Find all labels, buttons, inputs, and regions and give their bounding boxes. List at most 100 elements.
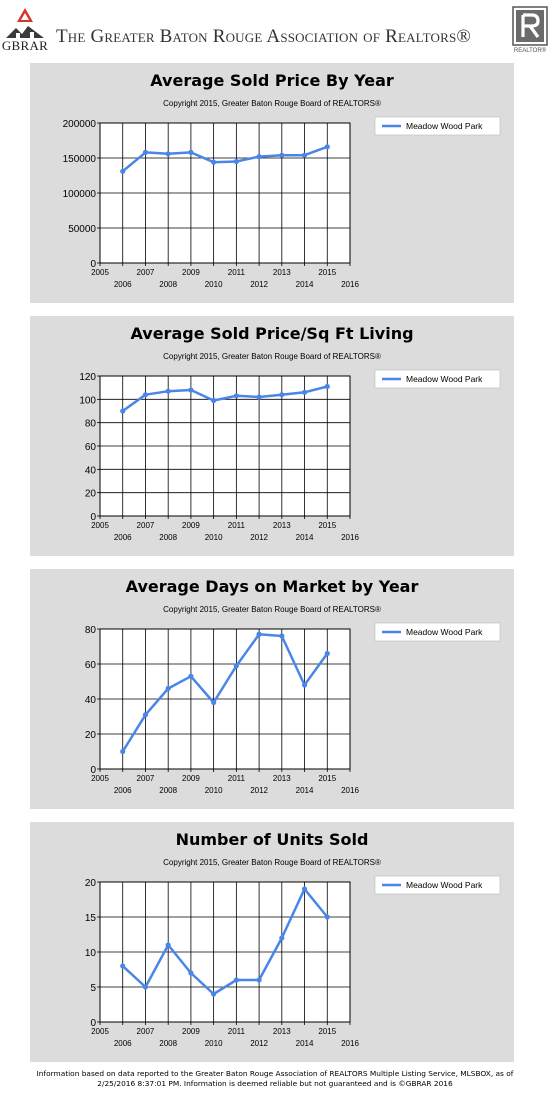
x-tick-label: 2015 bbox=[318, 268, 336, 277]
x-tick-label: 2012 bbox=[250, 533, 268, 542]
data-point bbox=[120, 963, 126, 969]
x-tick-label: 2006 bbox=[114, 786, 132, 795]
legend-label: Meadow Wood Park bbox=[406, 880, 483, 890]
x-tick-label: 2014 bbox=[296, 533, 314, 542]
data-point bbox=[256, 631, 262, 637]
x-tick-label: 2013 bbox=[273, 774, 291, 783]
y-tick-label: 120 bbox=[79, 372, 96, 383]
data-point bbox=[256, 977, 262, 983]
x-tick-label: 2007 bbox=[137, 774, 155, 783]
legend-label: Meadow Wood Park bbox=[406, 121, 483, 131]
series-line bbox=[121, 633, 329, 753]
chart-title: Average Sold Price/Sq Ft Living bbox=[130, 324, 413, 343]
data-point bbox=[211, 991, 217, 997]
data-point bbox=[188, 387, 194, 393]
data-point bbox=[120, 168, 126, 174]
data-point bbox=[233, 663, 239, 669]
y-tick-label: 20 bbox=[85, 878, 97, 889]
data-point bbox=[211, 397, 217, 404]
x-tick-label: 2006 bbox=[114, 533, 132, 542]
data-point bbox=[142, 149, 149, 155]
chart-subtitle: Copyright 2015, Greater Baton Rouge Boar… bbox=[163, 352, 381, 361]
x-tick-label: 2012 bbox=[250, 280, 268, 289]
y-tick-label: 0 bbox=[90, 259, 96, 270]
data-point bbox=[120, 748, 126, 755]
x-tick-label: 2007 bbox=[137, 521, 155, 530]
x-tick-label: 2010 bbox=[205, 1039, 223, 1048]
x-tick-label: 2011 bbox=[228, 1027, 246, 1036]
data-point bbox=[233, 393, 239, 399]
y-tick-label: 200000 bbox=[63, 119, 97, 130]
chart-title: Average Sold Price By Year bbox=[150, 71, 394, 90]
realtor-logo-text: REALTOR® bbox=[514, 47, 547, 54]
x-tick-label: 2012 bbox=[250, 1039, 268, 1048]
chart-units-sold: Number of Units Sold Copyright 2015, Grea… bbox=[85, 830, 501, 1048]
data-point bbox=[165, 151, 171, 157]
x-tick-label: 2007 bbox=[137, 1027, 155, 1036]
y-tick-label: 150000 bbox=[63, 154, 97, 165]
x-tick-label: 2011 bbox=[228, 521, 246, 530]
chart-subtitle: Copyright 2015, Greater Baton Rouge Boar… bbox=[163, 858, 381, 867]
data-point bbox=[256, 154, 262, 160]
footer-line-2: 2/25/2016 8:37:01 PM. Information is dee… bbox=[97, 1079, 453, 1088]
x-tick-label: 2009 bbox=[182, 268, 200, 277]
data-point bbox=[324, 650, 330, 657]
legend-box bbox=[374, 875, 501, 895]
chart-price-per-sqft: Average Sold Price/Sq Ft Living Copyright… bbox=[79, 324, 501, 542]
x-tick-label: 2010 bbox=[205, 280, 223, 289]
y-tick-label: 15 bbox=[85, 913, 97, 924]
series-line bbox=[121, 145, 328, 173]
y-tick-label: 5 bbox=[90, 983, 96, 994]
x-tick-label: 2013 bbox=[273, 521, 291, 530]
x-tick-label: 2010 bbox=[205, 786, 223, 795]
gbrar-logo-text: GBRAR bbox=[1, 38, 49, 53]
y-tick-label: 40 bbox=[85, 695, 97, 706]
data-point bbox=[211, 699, 217, 706]
chart-subtitle: Copyright 2015, Greater Baton Rouge Boar… bbox=[163, 605, 381, 614]
chart-panel-units-sold: Number of Units Sold Copyright 2015, Grea… bbox=[30, 822, 514, 1062]
x-tick-label: 2013 bbox=[273, 1027, 291, 1036]
data-point bbox=[301, 152, 308, 158]
chart-panel-price-sqft: Average Sold Price/Sq Ft Living Copyright… bbox=[30, 316, 514, 556]
data-point bbox=[279, 152, 285, 158]
legend-box bbox=[374, 369, 501, 389]
data-point bbox=[324, 383, 330, 390]
data-point bbox=[165, 388, 171, 394]
x-tick-label: 2015 bbox=[318, 521, 336, 530]
chart-panel-days-on-market: Average Days on Market by Year Copyright … bbox=[30, 569, 514, 809]
footer-disclaimer: Information based on data reported to th… bbox=[0, 1069, 550, 1089]
gbrar-logo-icon bbox=[6, 8, 44, 38]
data-point bbox=[233, 158, 239, 165]
y-tick-label: 50000 bbox=[68, 224, 96, 235]
chart-title: Average Days on Market by Year bbox=[126, 577, 419, 596]
x-tick-label: 2008 bbox=[159, 1039, 177, 1048]
x-tick-label: 2014 bbox=[296, 786, 314, 795]
y-tick-label: 10 bbox=[85, 948, 97, 959]
x-tick-label: 2014 bbox=[296, 1039, 314, 1048]
data-point bbox=[211, 159, 217, 165]
data-point bbox=[324, 914, 330, 920]
y-tick-label: 60 bbox=[85, 442, 97, 453]
data-point bbox=[301, 389, 308, 395]
chart-title: Number of Units Sold bbox=[176, 830, 369, 849]
legend-label: Meadow Wood Park bbox=[406, 627, 483, 637]
data-point bbox=[142, 392, 149, 398]
y-tick-label: 80 bbox=[85, 419, 97, 430]
x-tick-label: 2006 bbox=[114, 280, 132, 289]
x-tick-label: 2016 bbox=[341, 280, 359, 289]
data-point bbox=[301, 682, 308, 688]
x-tick-label: 2008 bbox=[159, 786, 177, 795]
x-tick-label: 2005 bbox=[91, 774, 109, 783]
association-name: The Greater Baton Rouge Association of R… bbox=[56, 26, 472, 47]
x-tick-label: 2007 bbox=[137, 268, 155, 277]
x-tick-label: 2011 bbox=[228, 774, 246, 783]
data-point bbox=[279, 935, 285, 941]
data-point bbox=[165, 685, 171, 692]
legend-box bbox=[374, 622, 501, 642]
data-point bbox=[188, 673, 194, 679]
series-line bbox=[121, 887, 329, 996]
x-tick-label: 2005 bbox=[91, 268, 109, 277]
header: GBRAR The Greater Baton Rouge Associatio… bbox=[0, 0, 550, 60]
realtor-logo-icon: REALTOR® bbox=[512, 6, 548, 54]
data-point bbox=[279, 633, 285, 639]
